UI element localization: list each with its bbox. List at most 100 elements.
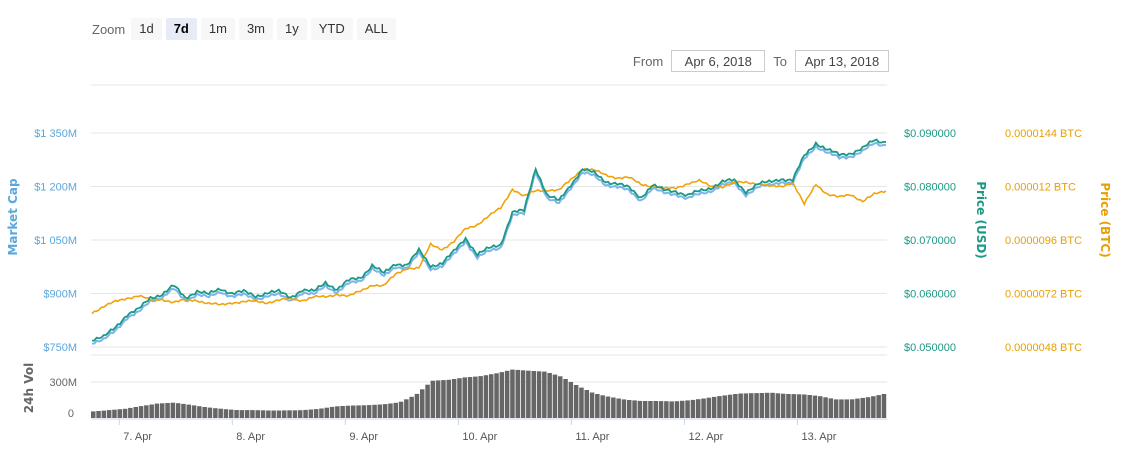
zoom-ytd-button[interactable]: YTD: [310, 18, 353, 40]
volume-bar-29: [244, 410, 250, 418]
market-cap-tick-2: $1 050M: [34, 235, 77, 247]
volume-bar-142: [844, 399, 850, 418]
volume-bar-146: [865, 397, 871, 418]
volume-bar-36: [282, 410, 287, 418]
volume-bar-14: [165, 403, 170, 418]
volume-bar-93: [584, 390, 590, 418]
volume-bar-144: [855, 398, 860, 418]
volume-bars: [91, 369, 887, 418]
volume-bar-145: [860, 397, 866, 418]
volume-bar-78: [504, 370, 510, 418]
volume-bar-131: [786, 394, 791, 418]
to-date-input[interactable]: [795, 50, 889, 72]
volume-bar-64: [430, 380, 436, 418]
volume-bar-102: [632, 400, 637, 418]
volume-bar-75: [489, 374, 494, 418]
volume-bar-124: [749, 393, 754, 418]
market-cap-tick-4: $750M: [43, 342, 77, 354]
from-date-input[interactable]: [671, 50, 766, 72]
zoom-1m-button[interactable]: 1m: [200, 18, 235, 40]
volume-bar-128: [770, 392, 775, 418]
volume-bar-46: [335, 406, 340, 418]
volume-bar-17: [181, 403, 186, 418]
volume-bar-6: [122, 408, 128, 418]
x-tick-label-0: 7. Apr: [123, 431, 152, 443]
volume-bar-19: [191, 405, 197, 418]
zoom-all-button[interactable]: ALL: [356, 18, 396, 40]
x-tick-label-5: 12. Apr: [688, 431, 723, 443]
zoom-7d-button[interactable]: 7d: [165, 18, 197, 40]
zoom-3m-button[interactable]: 3m: [238, 18, 273, 40]
volume-bar-115: [701, 398, 706, 418]
volume-bar-83: [531, 371, 537, 418]
volume-bar-1: [96, 411, 101, 418]
volume-bar-66: [441, 380, 446, 418]
price-usd-tick-1: $0.080000: [904, 182, 956, 194]
market-cap-axis-title: Market Cap: [6, 178, 20, 256]
volume-bar-24: [218, 408, 223, 418]
volume-bar-91: [573, 385, 579, 418]
volume-bar-100: [621, 399, 627, 418]
volume-bar-34: [271, 410, 276, 418]
volume-bar-125: [754, 393, 759, 418]
volume-bar-136: [812, 395, 818, 418]
volume-bar-82: [526, 370, 531, 418]
volume-tick-0: 300M: [49, 377, 77, 389]
volume-bar-84: [536, 371, 542, 418]
volume-bar-101: [627, 400, 632, 418]
volume-bar-135: [807, 395, 812, 418]
volume-bar-132: [791, 394, 797, 418]
volume-bar-15: [170, 402, 176, 418]
volume-bar-54: [377, 404, 383, 418]
volume-bar-56: [388, 403, 393, 418]
zoom-1y-button[interactable]: 1y: [277, 18, 307, 40]
volume-bar-107: [658, 401, 664, 418]
volume-bar-111: [680, 400, 685, 418]
volume-bar-71: [467, 377, 473, 418]
x-tick-label-4: 11. Apr: [575, 431, 609, 443]
zoom-1d-button[interactable]: 1d: [131, 18, 162, 40]
price-btc-axis-title: Price (BTC): [1098, 182, 1112, 257]
volume-bar-126: [759, 393, 765, 418]
x-tick-label-6: 13. Apr: [802, 431, 837, 443]
volume-bar-94: [589, 392, 595, 418]
volume-bar-112: [685, 400, 690, 418]
volume-bar-79: [510, 369, 515, 418]
volume-bar-0: [91, 411, 96, 418]
volume-bar-120: [727, 394, 733, 418]
volume-bar-49: [351, 405, 356, 418]
volume-bar-26: [229, 409, 234, 418]
volume-bar-139: [828, 398, 834, 418]
volume-bar-11: [149, 404, 154, 418]
volume-bar-40: [303, 409, 308, 418]
volume-bar-85: [542, 371, 547, 418]
volume-bar-148: [876, 395, 881, 418]
volume-bar-7: [128, 407, 133, 418]
volume-bar-143: [849, 399, 855, 418]
volume-bar-44: [324, 407, 330, 418]
volume-bar-127: [764, 392, 770, 418]
volume-bar-58: [398, 401, 404, 418]
volume-bar-80: [515, 369, 521, 418]
volume-bar-90: [568, 382, 574, 418]
volume-bar-140: [833, 399, 839, 418]
market-cap-tick-3: $900M: [43, 289, 77, 301]
volume-bar-88: [558, 376, 563, 418]
series-lines: [91, 138, 887, 345]
volume-bar-81: [520, 370, 526, 418]
volume-bar-114: [696, 399, 701, 418]
volume-bar-89: [563, 379, 568, 418]
volume-bar-43: [319, 408, 324, 418]
volume-bar-61: [414, 393, 420, 418]
volume-tick-1: 0: [68, 408, 74, 420]
volume-bar-118: [717, 396, 722, 418]
volume-bar-28: [239, 410, 245, 418]
price-usd-tick-2: $0.070000: [904, 235, 956, 247]
volume-bar-73: [478, 376, 483, 418]
volume-bar-76: [494, 373, 499, 418]
volume-bar-48: [345, 405, 351, 418]
volume-bar-8: [133, 407, 139, 418]
volume-bar-9: [138, 406, 144, 418]
volume-bar-86: [547, 373, 552, 418]
volume-bar-27: [234, 410, 239, 418]
